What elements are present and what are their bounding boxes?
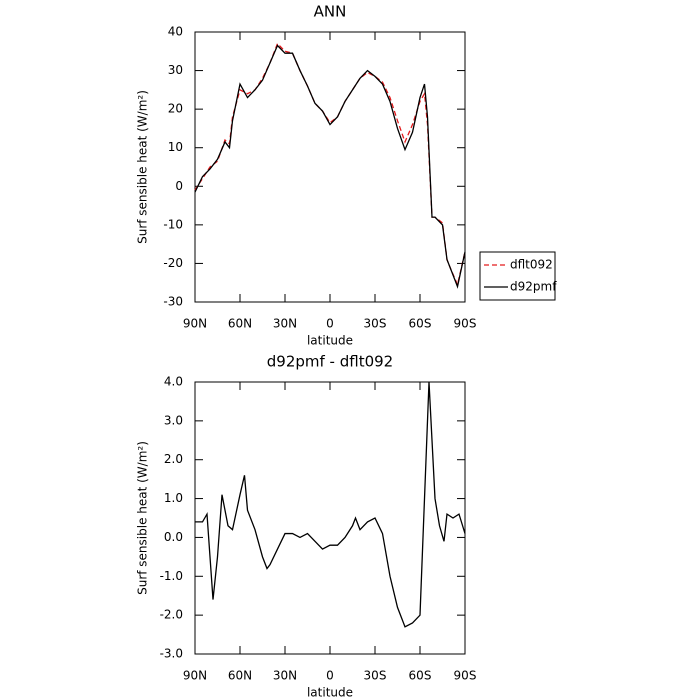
x-tick-label: 30N <box>273 317 297 331</box>
chart-title: ANN <box>314 3 347 21</box>
y-tick-label: 0 <box>175 179 183 193</box>
y-tick-label: -3.0 <box>160 647 183 661</box>
x-tick-label: 0 <box>326 669 334 683</box>
x-tick-label: 30S <box>364 317 387 331</box>
data-line <box>194 44 466 289</box>
y-tick-label: 2.0 <box>164 452 183 466</box>
y-tick-label: 3.0 <box>164 413 183 427</box>
y-tick-label: 0.0 <box>164 530 183 544</box>
x-axis-label: latitude <box>307 334 353 348</box>
y-tick-label: 20 <box>168 102 183 116</box>
y-tick-label: 1.0 <box>164 491 183 505</box>
x-tick-label: 60S <box>409 317 432 331</box>
x-tick-label: 0 <box>326 317 334 331</box>
x-axis-label: latitude <box>307 686 353 700</box>
data-line <box>194 42 466 287</box>
y-tick-label: -1.0 <box>160 569 183 583</box>
y-tick-label: 4.0 <box>164 375 183 389</box>
y-tick-label: -20 <box>163 256 183 270</box>
y-tick-label: -10 <box>163 217 183 231</box>
x-tick-label: 90S <box>454 317 477 331</box>
legend-label: dflt092 <box>510 258 553 272</box>
y-axis-label: Surf sensible heat (W/m²) <box>136 441 150 595</box>
x-tick-label: 30N <box>273 669 297 683</box>
x-tick-label: 60S <box>409 669 432 683</box>
x-tick-label: 60N <box>228 669 252 683</box>
x-tick-label: 90S <box>454 669 477 683</box>
chart-title: d92pmf - dflt092 <box>267 353 393 371</box>
y-axis-label: Surf sensible heat (W/m²) <box>136 90 150 244</box>
y-tick-label: 40 <box>168 25 183 39</box>
plot-frame <box>194 31 466 303</box>
legend-label: d92pmf <box>510 280 557 294</box>
y-tick-label: 30 <box>168 63 183 77</box>
legend-box <box>479 251 556 301</box>
x-tick-label: 90N <box>183 317 207 331</box>
y-tick-label: -2.0 <box>160 608 183 622</box>
y-tick-label: -30 <box>163 295 183 309</box>
x-tick-label: 60N <box>228 317 252 331</box>
x-tick-label: 90N <box>183 669 207 683</box>
y-tick-label: 10 <box>168 140 183 154</box>
x-tick-label: 30S <box>364 669 387 683</box>
data-line <box>195 381 466 628</box>
